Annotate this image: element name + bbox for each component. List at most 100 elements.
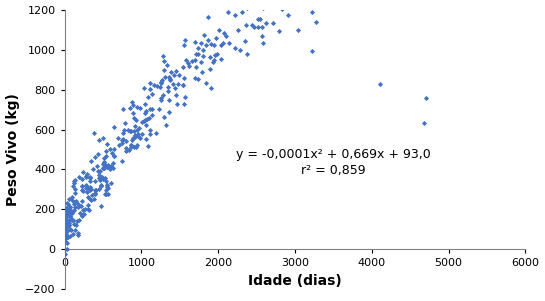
Point [127,142,136,147]
Point [161,123,170,127]
Point [62,213,70,218]
Point [199,53,208,58]
Point [102,154,111,158]
Point [130,145,138,150]
Point [135,135,144,140]
Point [193,45,202,50]
Point [168,82,177,86]
Point [93,169,102,173]
Point [110,154,119,159]
Point [82,174,90,178]
Point [61,227,70,232]
Point [140,85,149,90]
Point [81,174,90,179]
Point [61,230,70,235]
Point [69,202,78,207]
Point [62,231,70,236]
Point [60,251,69,256]
Point [63,247,71,252]
Point [167,69,175,74]
Point [68,195,76,200]
Point [165,77,174,82]
Point [420,120,428,125]
Point [129,103,138,108]
Point [120,121,129,126]
Point [66,204,75,209]
Point [103,165,112,169]
Point [129,111,137,116]
Point [159,93,167,98]
Point [122,138,130,143]
Point [179,101,188,106]
Point [78,170,87,175]
Point [70,228,79,232]
Point [100,166,109,171]
Point [62,228,71,233]
Point [62,214,70,219]
Point [60,222,69,227]
Point [86,175,95,179]
Point [206,55,215,60]
Point [77,188,86,193]
Point [107,163,116,168]
X-axis label: Idade (dias): Idade (dias) [248,274,342,288]
Point [165,75,173,79]
Point [164,98,173,102]
Point [62,234,71,239]
Point [84,186,93,191]
Point [80,212,88,216]
Point [94,176,103,181]
Point [83,195,92,200]
Point [99,136,107,141]
Point [61,217,70,222]
Point [192,52,201,57]
Point [159,53,167,58]
Point [61,247,70,252]
Point [160,115,168,120]
Point [100,176,109,181]
Point [218,40,227,45]
Point [181,95,190,99]
Point [102,179,111,184]
Point [61,227,70,232]
Point [90,131,99,136]
Point [64,202,72,207]
Point [125,129,134,133]
Point [76,210,84,215]
Point [77,214,86,219]
Point [165,78,174,82]
Point [155,107,163,112]
Point [302,5,311,9]
Point [66,213,75,218]
Point [127,128,136,133]
Point [150,83,159,88]
Point [261,21,270,26]
Point [104,185,112,190]
Point [76,203,85,208]
Point [191,40,199,45]
Point [129,128,138,133]
Point [207,86,215,91]
Point [179,42,188,47]
Point [69,222,78,227]
Point [74,205,82,210]
Point [60,228,69,233]
Point [61,235,70,240]
Point [216,43,225,48]
Point [94,173,103,178]
Point [159,68,168,73]
Point [249,25,258,29]
Point [78,198,87,203]
Point [164,88,173,93]
Point [146,128,154,132]
Point [100,166,108,171]
Point [231,13,239,17]
Point [68,211,76,216]
Point [258,24,267,29]
Point [131,144,140,149]
Point [117,141,126,146]
Point [60,233,69,238]
Point [69,180,78,185]
Point [262,5,270,10]
Point [135,125,144,130]
